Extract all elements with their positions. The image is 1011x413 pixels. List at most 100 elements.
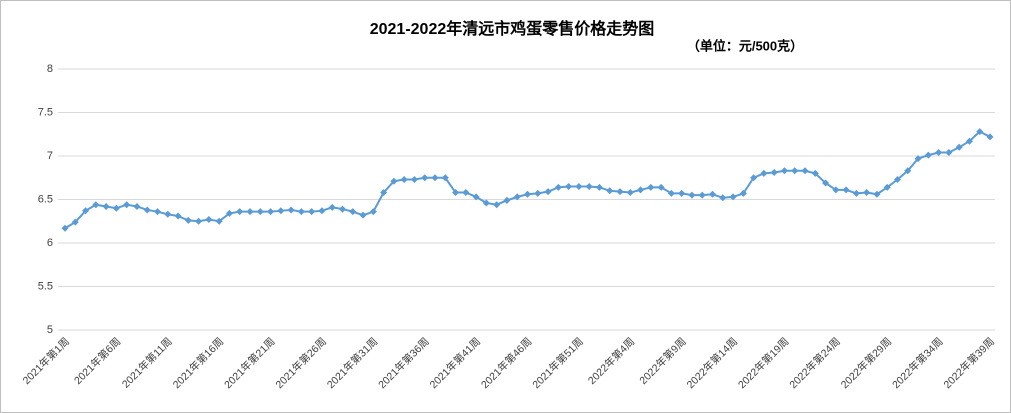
marker — [955, 143, 963, 151]
marker — [472, 193, 480, 201]
marker — [225, 209, 233, 217]
marker — [513, 193, 521, 201]
marker — [339, 205, 346, 213]
marker — [112, 204, 120, 212]
marker — [904, 167, 912, 175]
marker — [811, 169, 819, 177]
marker — [133, 202, 141, 210]
marker — [143, 206, 151, 214]
marker — [349, 208, 357, 216]
marker — [215, 217, 223, 225]
marker — [924, 151, 932, 159]
marker — [667, 189, 675, 197]
y-tick-label: 5.5 — [38, 280, 53, 292]
marker — [637, 186, 645, 194]
y-tick-label: 6 — [47, 237, 53, 249]
marker — [565, 182, 573, 190]
marker — [154, 208, 161, 216]
marker — [657, 183, 665, 191]
marker — [780, 167, 788, 175]
marker — [246, 208, 254, 216]
marker — [421, 174, 429, 182]
marker — [935, 149, 943, 157]
marker — [123, 201, 131, 209]
marker — [400, 175, 408, 183]
marker — [82, 207, 90, 215]
marker — [380, 189, 388, 197]
chart-title: 2021-2022年清远市鸡蛋零售价格走势图 — [370, 19, 655, 38]
marker — [390, 177, 398, 185]
marker — [369, 208, 377, 216]
marker — [575, 182, 583, 190]
marker — [205, 216, 213, 224]
marker — [976, 128, 984, 136]
marker — [750, 174, 758, 182]
marker — [585, 182, 593, 190]
marker — [71, 218, 79, 226]
marker — [503, 196, 511, 204]
marker — [462, 189, 470, 197]
marker — [986, 133, 994, 141]
marker — [297, 208, 305, 216]
marker — [452, 189, 460, 197]
marker — [256, 208, 264, 216]
marker — [698, 191, 706, 199]
marker — [852, 189, 860, 197]
y-tick-label: 7 — [47, 150, 53, 162]
marker — [308, 208, 316, 216]
marker — [277, 207, 285, 215]
marker — [195, 217, 203, 225]
marker — [791, 167, 799, 175]
marker — [61, 224, 69, 232]
marker — [626, 189, 634, 197]
y-tick-label: 5 — [47, 324, 53, 336]
marker — [534, 189, 542, 197]
marker — [647, 183, 655, 191]
marker — [595, 183, 603, 191]
marker — [431, 174, 439, 182]
marker — [883, 183, 891, 191]
marker — [914, 155, 922, 163]
marker — [945, 149, 953, 157]
marker — [801, 167, 809, 175]
marker — [709, 190, 716, 198]
marker — [102, 202, 110, 210]
y-tick-label: 7.5 — [38, 106, 53, 118]
marker — [482, 199, 490, 207]
marker — [92, 201, 100, 209]
marker — [760, 169, 768, 177]
marker — [524, 190, 531, 198]
marker — [328, 203, 336, 211]
y-tick-label: 8 — [47, 63, 53, 75]
marker — [739, 189, 747, 197]
marker — [894, 175, 901, 183]
marker — [965, 137, 973, 145]
marker — [359, 211, 367, 219]
marker — [184, 216, 192, 224]
marker — [164, 210, 172, 218]
marker — [267, 208, 275, 216]
marker — [873, 190, 881, 198]
marker — [544, 188, 552, 196]
marker — [832, 186, 840, 194]
marker — [770, 169, 778, 177]
marker — [410, 175, 418, 183]
y-tick-label: 6.5 — [38, 193, 53, 205]
marker — [287, 206, 295, 214]
marker — [318, 207, 326, 215]
marker — [174, 212, 182, 220]
marker — [678, 189, 686, 197]
marker — [606, 187, 614, 195]
marker — [842, 186, 850, 194]
marker — [729, 193, 737, 201]
marker — [688, 191, 696, 199]
marker — [236, 208, 244, 216]
marker — [493, 201, 501, 209]
marker — [554, 183, 562, 191]
marker — [441, 174, 449, 182]
chart-subtitle: （单位：元/500克） — [687, 38, 803, 53]
marker — [616, 188, 624, 196]
marker — [719, 194, 727, 202]
marker — [863, 189, 871, 197]
